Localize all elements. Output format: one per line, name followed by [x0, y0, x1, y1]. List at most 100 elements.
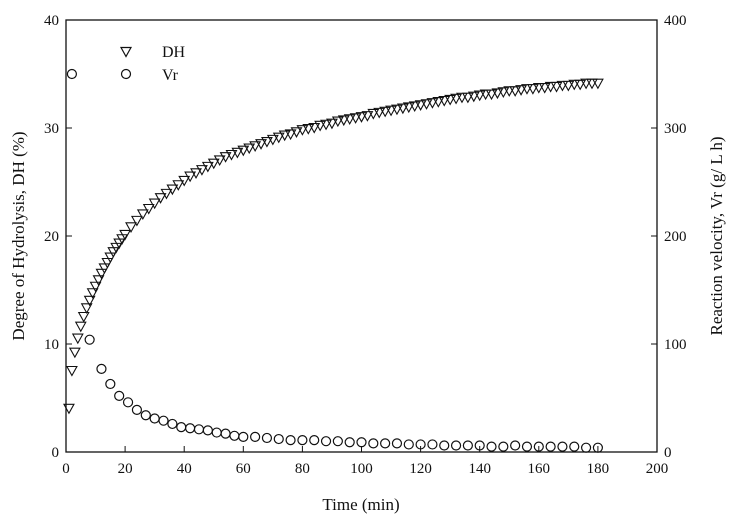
dh-point: [402, 102, 415, 114]
dh-point: [98, 263, 111, 275]
dh-point: [89, 281, 102, 293]
dh-point: [331, 116, 344, 128]
dh-point: [83, 295, 96, 307]
dh-point: [320, 119, 332, 131]
vr-point: [580, 442, 592, 453]
vr-point: [533, 441, 544, 452]
dh-point: [503, 86, 516, 97]
vr-point: [368, 438, 379, 449]
dh-point: [544, 81, 557, 93]
dh-point: [556, 80, 569, 92]
dh-point: [396, 103, 409, 115]
dh-point: [213, 155, 226, 167]
vr-point: [285, 435, 296, 446]
dh-point: [509, 86, 522, 97]
plot-frame: [65, 19, 658, 453]
dh-point: [119, 229, 132, 241]
dh-point: [249, 141, 262, 152]
dh-point: [591, 78, 604, 90]
dh-point: [104, 252, 117, 264]
x-tick-label: 100: [350, 461, 373, 477]
dh-point: [284, 129, 297, 141]
dh-point: [438, 95, 451, 107]
y-right-tick-label: 0: [664, 445, 672, 461]
dh-point: [65, 365, 78, 377]
vr-point: [320, 436, 332, 447]
dh-point: [343, 114, 356, 125]
dh-point: [337, 115, 350, 127]
dh-point: [272, 132, 285, 144]
vr-point: [557, 441, 568, 452]
vr-point: [158, 415, 169, 426]
dh-point: [456, 92, 468, 104]
dh-point: [184, 171, 197, 183]
dh-point: [538, 82, 551, 94]
vr-point: [356, 437, 367, 448]
dh-point: [432, 97, 445, 108]
vr-point: [521, 441, 533, 452]
dh-point: [148, 198, 161, 210]
dh-point: [219, 152, 232, 163]
vr-point: [462, 440, 473, 451]
vr-point: [238, 431, 249, 442]
dh-point: [95, 268, 108, 280]
vr-point: [545, 441, 556, 452]
dh-point: [467, 91, 480, 103]
vr-point: [569, 441, 580, 452]
dh-point: [231, 147, 244, 159]
dh-point: [373, 107, 386, 119]
y-left-tick-label: 40: [44, 13, 59, 29]
dh-point: [68, 347, 81, 359]
dh-point: [308, 122, 321, 134]
vr-point: [439, 440, 450, 451]
dh-point: [521, 84, 533, 95]
vr-point: [297, 435, 308, 446]
dh-point: [367, 108, 380, 120]
vr-point: [380, 438, 391, 449]
x-tick-label: 20: [118, 461, 133, 477]
vr-point: [140, 410, 151, 421]
vr-point: [220, 428, 231, 439]
x-tick-label: 140: [468, 461, 491, 477]
dh-point: [92, 275, 105, 286]
vr-point: [122, 397, 134, 408]
dh-point: [349, 113, 362, 124]
dh-point: [255, 139, 267, 150]
series-layer: [63, 68, 604, 453]
dh-point: [532, 82, 545, 94]
y-left-tick-label: 10: [44, 337, 59, 353]
dh-point: [574, 79, 587, 91]
dh-point: [86, 288, 99, 299]
dh-point: [414, 100, 427, 111]
dh-point: [201, 161, 214, 173]
vr-point: [261, 432, 273, 444]
dh-point: [80, 303, 93, 314]
dh-point: [379, 106, 392, 118]
y-right-tick-label: 100: [664, 337, 687, 353]
vr-point: [185, 423, 196, 434]
dh-point: [278, 130, 291, 142]
dh-point: [355, 112, 368, 123]
vr-point: [211, 427, 222, 438]
vr-point: [450, 440, 462, 451]
vr-point: [114, 390, 125, 401]
dh-point: [485, 89, 498, 101]
dh-point: [580, 78, 593, 90]
dh-point: [515, 85, 528, 96]
y-left-tick-label: 30: [44, 121, 59, 137]
dh-point: [450, 93, 462, 105]
legend-vr-label: Vr: [162, 67, 179, 84]
x-tick-label: 60: [236, 461, 251, 477]
x-tick-label: 180: [587, 461, 610, 477]
vr-point: [332, 436, 343, 447]
dh-point: [154, 193, 167, 204]
vr-point: [149, 413, 160, 424]
dh-point: [195, 165, 208, 176]
vr-point: [427, 439, 438, 450]
y-right-tick-label: 300: [664, 121, 687, 137]
vr-point: [486, 441, 497, 452]
x-tick-label: 200: [646, 461, 669, 477]
y-left-tick-label: 20: [44, 229, 59, 245]
dh-point: [391, 104, 403, 116]
